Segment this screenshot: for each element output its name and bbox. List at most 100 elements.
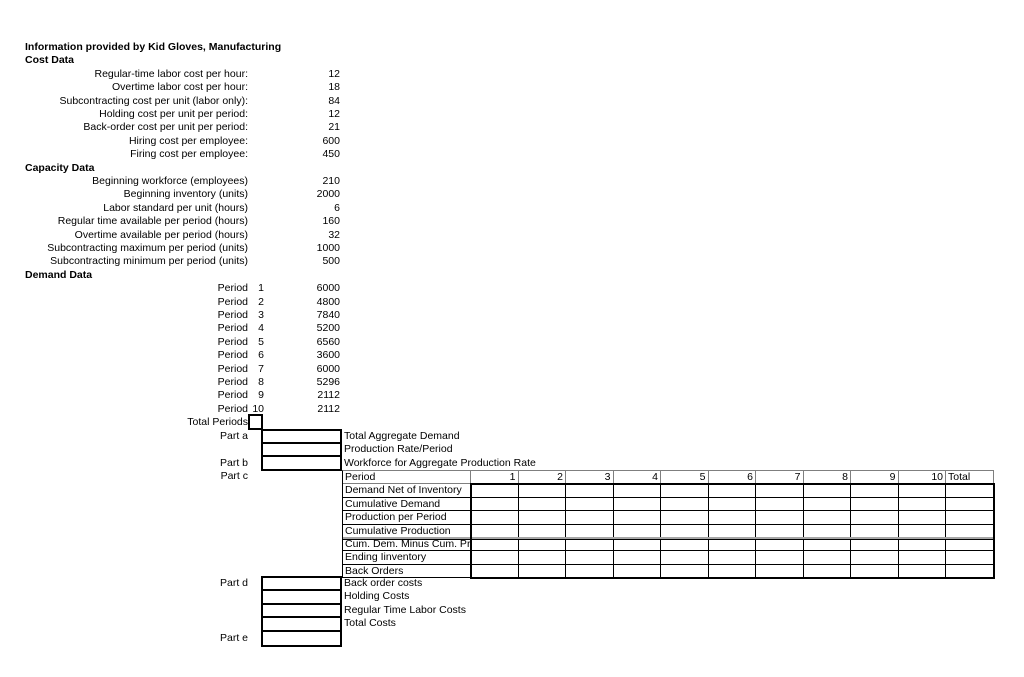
demand-value: 3600: [316, 349, 340, 361]
table-cell[interactable]: [708, 551, 756, 565]
table-cell[interactable]: [566, 497, 614, 512]
table-cell[interactable]: [851, 537, 899, 552]
cost-row: Regular-time labor cost per hour: 12: [0, 68, 341, 81]
table-cell[interactable]: [471, 551, 519, 565]
cost-row: Hiring cost per employee: 600: [0, 135, 340, 148]
table-cell[interactable]: [946, 511, 994, 525]
table-cell[interactable]: [756, 564, 804, 579]
demand-value: 5200: [316, 322, 340, 334]
period-number: 9: [258, 389, 264, 401]
table-cell[interactable]: [946, 484, 994, 498]
table-cell[interactable]: [756, 537, 804, 552]
table-cell[interactable]: [518, 484, 566, 498]
table-row-label: Cumulative Demand: [343, 497, 471, 512]
period-label: Period: [217, 309, 248, 321]
part-e-input-box[interactable]: [261, 630, 342, 647]
table-cell[interactable]: [613, 497, 661, 512]
table-cell[interactable]: [661, 511, 709, 525]
table-cell[interactable]: [613, 537, 661, 552]
part-d-row2-label: Holding Costs: [344, 590, 410, 602]
table-cell[interactable]: [661, 484, 709, 498]
table-cell[interactable]: [471, 484, 519, 498]
table-cell[interactable]: [946, 537, 994, 552]
table-cell[interactable]: [851, 497, 899, 512]
row-label: Firing cost per employee:: [130, 148, 248, 160]
table-cell[interactable]: [518, 537, 566, 552]
table-cell[interactable]: [803, 497, 851, 512]
part-c-label: Part c: [220, 470, 248, 482]
table-cell[interactable]: [518, 511, 566, 525]
part-a-row1-label: Total Aggregate Demand: [344, 430, 460, 442]
table-cell[interactable]: [946, 497, 994, 512]
table-cell[interactable]: [708, 511, 756, 525]
cost-row: Overtime labor cost per hour: 18: [0, 81, 340, 94]
demand-value: 5296: [316, 376, 340, 388]
table-cell[interactable]: [851, 564, 899, 579]
demand-value: 6000: [316, 363, 340, 375]
table-cell[interactable]: [613, 484, 661, 498]
table-cell[interactable]: [756, 511, 804, 525]
table-cell[interactable]: [898, 497, 946, 512]
table-cell[interactable]: [946, 564, 994, 579]
period-number: 4: [258, 322, 264, 334]
demand-row: Period 10 2112: [0, 403, 340, 416]
row-value: 160: [322, 215, 340, 227]
table-cell[interactable]: [803, 511, 851, 525]
table-cell[interactable]: [613, 551, 661, 565]
table-cell[interactable]: [566, 551, 614, 565]
table-cell[interactable]: [803, 564, 851, 579]
table-cell[interactable]: [803, 484, 851, 498]
total-periods-input-box[interactable]: [248, 414, 263, 430]
table-cell[interactable]: [756, 484, 804, 498]
table-cell[interactable]: [518, 564, 566, 579]
period-label: Period: [217, 349, 248, 361]
table-cell[interactable]: [661, 564, 709, 579]
table-cell[interactable]: [803, 537, 851, 552]
table-cell[interactable]: [566, 537, 614, 552]
table-data-region-outline: [470, 483, 995, 579]
table-cell[interactable]: [518, 551, 566, 565]
table-cell[interactable]: [851, 484, 899, 498]
capacity-row: Regular time available per period (hours…: [0, 215, 340, 228]
table-cell[interactable]: [803, 551, 851, 565]
table-cell[interactable]: [898, 537, 946, 552]
row-value: 210: [322, 175, 340, 187]
table-cell[interactable]: [898, 551, 946, 565]
table-cell[interactable]: [851, 551, 899, 565]
table-cell[interactable]: [756, 551, 804, 565]
table-cell[interactable]: [661, 497, 709, 512]
table-cell[interactable]: [613, 511, 661, 525]
row-value: 21: [328, 121, 340, 133]
table-cell[interactable]: [898, 511, 946, 525]
table-cell[interactable]: [708, 497, 756, 512]
part-b-input-box[interactable]: [261, 455, 342, 471]
table-cell[interactable]: [518, 497, 566, 512]
table-cell[interactable]: [471, 564, 519, 579]
table-cell[interactable]: [708, 564, 756, 579]
table-cell[interactable]: [566, 564, 614, 579]
table-cell[interactable]: [946, 551, 994, 565]
period-label: Period: [217, 322, 248, 334]
table-cell[interactable]: [661, 551, 709, 565]
row-value: 600: [322, 135, 340, 147]
table-cell[interactable]: [613, 564, 661, 579]
cost-row: Holding cost per unit per period: 12: [0, 108, 340, 121]
table-cell[interactable]: [471, 511, 519, 525]
demand-value: 2112: [317, 403, 340, 415]
table-cell[interactable]: [708, 537, 756, 552]
row-value: 18: [328, 81, 340, 93]
period-label: Period: [217, 363, 248, 375]
table-cell[interactable]: [898, 484, 946, 498]
demand-row: Period 2 4800: [0, 296, 340, 309]
table-cell[interactable]: [708, 484, 756, 498]
table-cell[interactable]: [566, 484, 614, 498]
table-cell[interactable]: [471, 497, 519, 512]
table-cell[interactable]: [756, 497, 804, 512]
period-label: Period: [217, 336, 248, 348]
table-cell[interactable]: [661, 537, 709, 552]
table-cell[interactable]: [566, 511, 614, 525]
table-cell[interactable]: [898, 564, 946, 579]
table-cell[interactable]: [471, 537, 519, 552]
table-cell[interactable]: [851, 511, 899, 525]
